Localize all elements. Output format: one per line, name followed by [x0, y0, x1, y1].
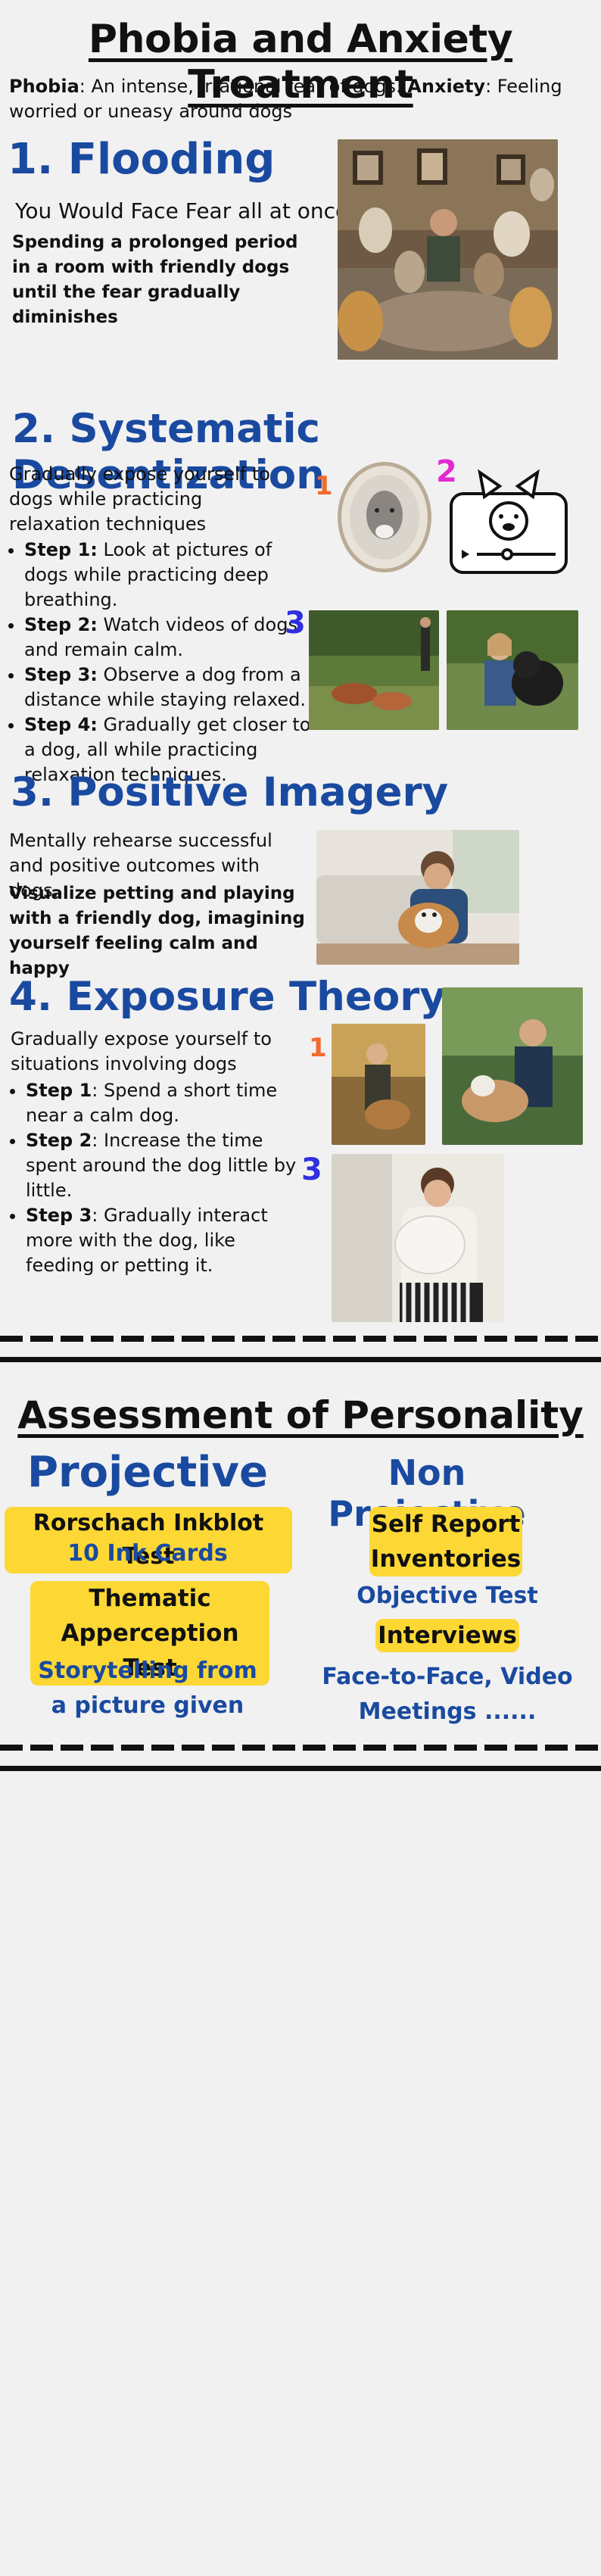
flooding-description: Spending a prolonged period in a room wi…	[12, 232, 298, 327]
step-marker-3: 3	[285, 606, 306, 641]
list-item: Step 2: Increase the time spent around t…	[26, 1128, 306, 1203]
interviews-note: Face-to-Face, Video Meetings ......	[298, 1660, 596, 1729]
exposure-heading: 4. Exposure Theory	[9, 974, 446, 1020]
tat-note-line-2: a picture given	[51, 1692, 244, 1719]
list-item: Step 3: Gradually interact more with the…	[26, 1203, 306, 1278]
section-divider	[0, 1766, 601, 1771]
dogs-park-photo	[309, 610, 439, 730]
phobia-definition: : An intense, irrational fear of dogs.	[79, 76, 408, 97]
self-report-line-1: Self Report	[371, 1511, 521, 1538]
woman-with-dog-photo	[447, 610, 578, 730]
imagery-intro: Mentally rehearse successful and positiv…	[9, 830, 272, 901]
flooding-heading: 1. Flooding	[8, 135, 276, 184]
dog-video-icon	[447, 466, 571, 577]
section-divider	[0, 1745, 601, 1751]
list-item: Step 1: Look at pictures of dogs while p…	[24, 538, 312, 613]
interviews-badge: Interviews	[375, 1619, 519, 1652]
exposure-photo-1	[332, 1024, 425, 1145]
self-report-line-2: Inventories	[370, 1545, 522, 1573]
phobia-term: Phobia	[9, 76, 79, 97]
exposure-photo-3	[332, 1154, 504, 1322]
boy-hugging-dog-photo	[316, 830, 519, 965]
exposure-photo-2	[442, 987, 583, 1145]
step-marker-1: 1	[309, 1033, 327, 1063]
objective-test-label: Objective Test	[357, 1583, 538, 1609]
tat-note: Storytelling from a picture given	[0, 1654, 295, 1723]
rorschach-note: 10 Ink Cards	[67, 1540, 228, 1567]
tat-line-1: Thematic	[89, 1585, 211, 1612]
desensitization-intro: Gradually expose yourself to dogs while …	[9, 463, 270, 535]
exposure-intro: Gradually expose yourself to situations …	[11, 1028, 272, 1074]
dog-picture-frame	[338, 462, 431, 572]
self-report-badge: Self Report Inventories	[369, 1507, 522, 1576]
desensitization-steps: Step 1: Look at pictures of dogs while p…	[8, 538, 312, 787]
anxiety-definition: : Feeling worried or uneasy around dogs	[9, 76, 562, 122]
interviews-note-line-1: Face-to-Face, Video	[322, 1664, 573, 1690]
list-item: Step 2: Watch videos of dogs and remain …	[24, 613, 312, 663]
rorschach-badge: Rorschach Inkblot Test	[5, 1507, 292, 1573]
tat-line-2: Apperception Test	[61, 1620, 239, 1682]
list-item: Step 3: Observe a dog from a distance wh…	[24, 663, 312, 713]
list-item: Step 4: Gradually get closer to a dog, a…	[24, 713, 312, 787]
projective-heading: Projective	[27, 1448, 268, 1497]
tat-note-line-1: Storytelling from	[38, 1658, 257, 1684]
list-item: Step 1: Spend a short time near a calm d…	[26, 1078, 306, 1128]
interviews-note-line-2: Meetings ......	[358, 1698, 537, 1725]
section-divider	[0, 1357, 601, 1362]
step-marker-2: 2	[436, 454, 457, 489]
desensitization-heading: 2. Systematic Desentization	[12, 406, 325, 498]
flooding-photo	[338, 139, 558, 360]
anxiety-term: Anxiety	[407, 76, 486, 97]
tat-badge: Thematic Apperception Test	[30, 1581, 269, 1686]
page-title: Phobia and Anxiety Treatment	[88, 17, 513, 108]
section-divider	[0, 1336, 601, 1342]
step-marker-3: 3	[301, 1152, 322, 1187]
step-marker-1: 1	[315, 471, 333, 501]
imagery-description: Visualize petting and playing with a fri…	[9, 884, 305, 978]
imagery-heading: 3. Positive Imagery	[11, 769, 449, 816]
intro-definitions: Phobia: An intense, irrational fear of d…	[9, 74, 593, 124]
exposure-steps: Step 1: Spend a short time near a calm d…	[9, 1078, 306, 1278]
flooding-tagline: You Would Face Fear all at once	[15, 198, 349, 223]
assessment-title: Assessment of Personality	[17, 1393, 584, 1437]
